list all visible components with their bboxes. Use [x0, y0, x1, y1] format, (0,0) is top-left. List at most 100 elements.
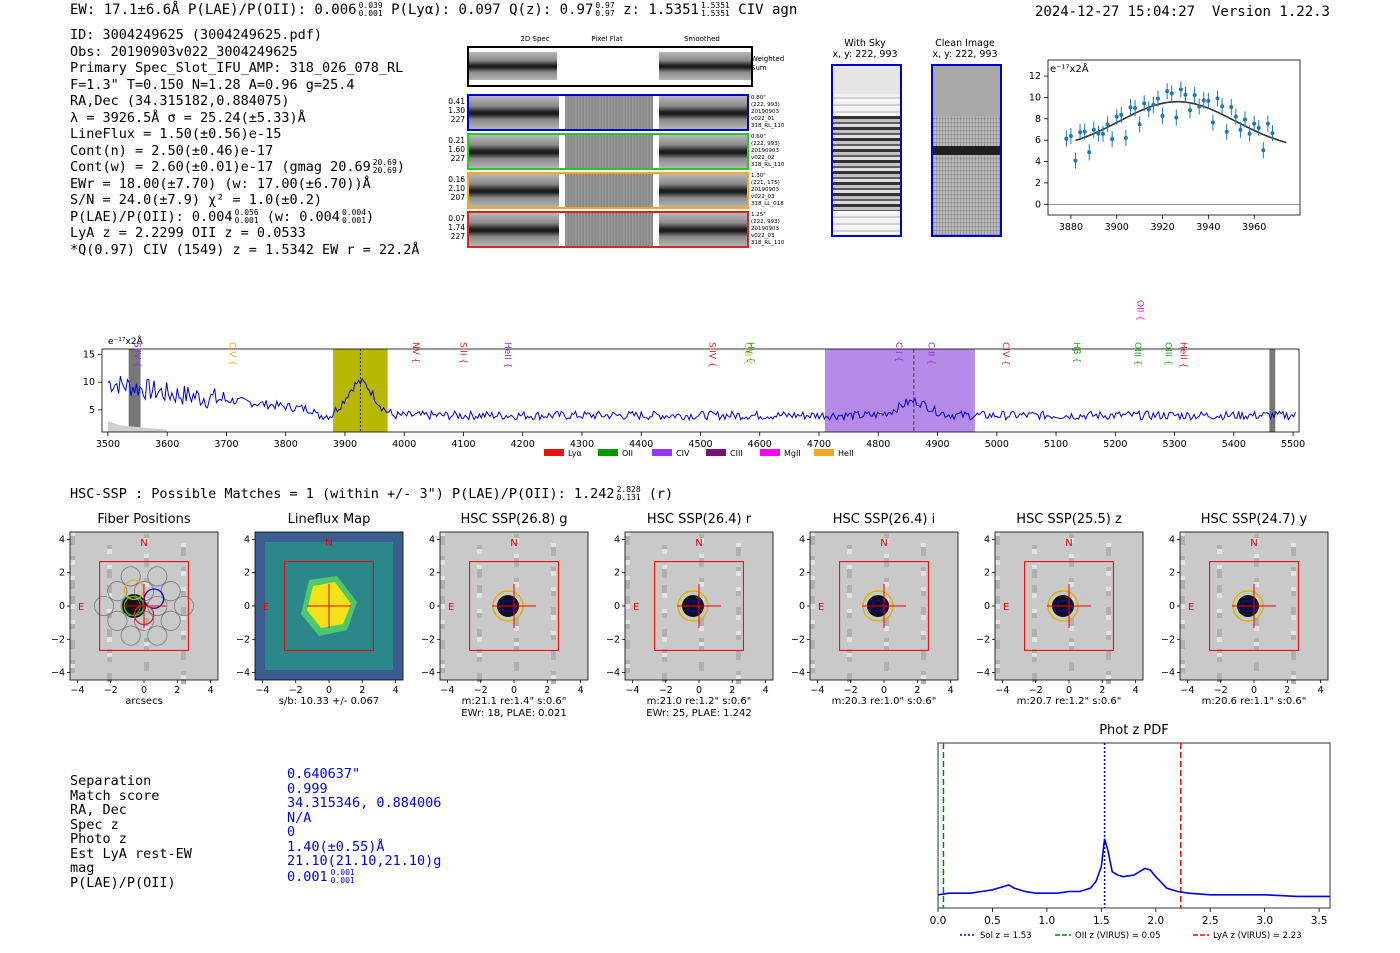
cutout-noise: [514, 622, 519, 627]
cutout-noise: [921, 587, 926, 592]
cutout-noise: [144, 646, 149, 651]
cutout-noise: [625, 600, 630, 605]
masked-region-right: [1269, 349, 1276, 432]
cutout-noise: [440, 660, 445, 665]
cutout-noise: [995, 664, 1000, 669]
cutout-noise: [847, 633, 852, 638]
cutout-noise: [884, 554, 889, 559]
match-plae-sup: 0.001: [330, 867, 355, 877]
cutout-noise: [514, 558, 519, 563]
hsc-ytick-label: 0: [244, 601, 250, 612]
cutout-noise: [107, 673, 112, 678]
row-2dspec: [469, 174, 559, 207]
cutout-noise: [1180, 624, 1185, 629]
cutout-noise: [662, 613, 667, 618]
clean-image-title: Clean Image x, y: 222, 993: [920, 38, 1010, 60]
cutout-noise: [847, 589, 852, 594]
cutout-noise: [736, 587, 741, 592]
cutout-noise: [995, 584, 1000, 589]
fullspec-xtick-label: 4100: [451, 439, 475, 450]
cutout-noise: [107, 589, 112, 594]
photz-legend-label: LyA z (VIRUS) = 2.23: [1213, 931, 1302, 941]
info-lineflux: LineFlux = 1.50(±0.56)e-15: [70, 126, 282, 142]
cutout-noise: [1069, 642, 1074, 647]
linefit-point: [1165, 89, 1170, 94]
line-marker-label: SiIV {: [132, 342, 142, 368]
cutout-noise: [514, 626, 519, 631]
hsc-xtick-label: 4: [948, 685, 954, 696]
cutout-noise: [107, 585, 112, 590]
linefit-point: [1201, 98, 1206, 103]
hsc-sub: 0.131: [616, 493, 641, 502]
info-ewr: EWr = 18.00(±7.70) (w: 17.00(±6.70))Å: [70, 175, 371, 192]
cutout-noise: [70, 580, 75, 585]
cutout-noise: [995, 604, 1000, 609]
linefit-point: [1155, 96, 1160, 101]
hsc-ytick-label: −2: [976, 634, 990, 645]
fiber-circle: [160, 610, 181, 631]
line-marker-label: OIII {: [1163, 342, 1173, 366]
legend-label: MgII: [784, 449, 801, 458]
cutout-noise: [1254, 582, 1259, 587]
cutout-noise: [884, 626, 889, 631]
cutout-noise: [181, 591, 186, 596]
row-left-stat-3: 227: [450, 115, 465, 124]
cutout-noise: [662, 653, 667, 658]
hsc-ytick-label: 0: [1169, 601, 1175, 612]
legend-swatch: [706, 449, 726, 456]
cutout-noise: [1180, 532, 1185, 537]
plae-sub: 0.001: [358, 9, 383, 18]
search-box: [654, 561, 744, 651]
cutout-noise: [699, 578, 704, 583]
linefit-point: [1078, 130, 1083, 135]
cutout-noise: [995, 668, 1000, 673]
fullspec-xtick-label: 5500: [1281, 439, 1305, 450]
cutout-noise: [107, 657, 112, 662]
hsc-ytick-label: 0: [59, 601, 65, 612]
cutout-noise: [921, 547, 926, 552]
fullspec-xtick-label: 5100: [1044, 439, 1068, 450]
hsc-xtick-label: 0: [1251, 685, 1257, 696]
linefit-point: [1229, 104, 1234, 109]
row-right-meta-3: 20190903: [751, 109, 779, 115]
row-2dspec: [469, 96, 559, 129]
cutout-noise: [181, 547, 186, 552]
hsc-ytick-label: −4: [976, 668, 990, 679]
cutout-noise: [1217, 653, 1222, 658]
fullspec-xtick-label: 3600: [155, 439, 179, 450]
hsc-xtick-label: 4: [1133, 685, 1139, 696]
hsc-xtick-label: 0: [881, 685, 887, 696]
cutout-noise: [477, 609, 482, 614]
cutout-noise: [477, 589, 482, 594]
cutout-noise: [1254, 626, 1259, 631]
hsc-ytick-label: −4: [791, 668, 805, 679]
cutout-noise: [699, 666, 704, 671]
cutout-noise: [1291, 571, 1296, 576]
cutout-noise: [181, 655, 186, 660]
cutout-noise: [181, 567, 186, 572]
linefit-ytick-label: 10: [1029, 92, 1041, 103]
match-value-7: 21.10(21.10,21.10)g: [287, 853, 442, 869]
cutout-noise: [884, 618, 889, 623]
cutout-noise: [921, 671, 926, 676]
cutout-noise: [551, 655, 556, 660]
cutout-noise: [1180, 540, 1185, 545]
fullspec-xtick-label: 4200: [511, 439, 535, 450]
hsc-xtick-label: −2: [659, 685, 673, 696]
cutout-noise: [1254, 578, 1259, 583]
cutout-noise: [144, 534, 149, 539]
cutout-noise: [477, 549, 482, 554]
hsc-xtick-label: 4: [578, 685, 584, 696]
north-label: N: [510, 538, 517, 549]
plae-w-sub: 0.001: [341, 215, 367, 225]
match-labels: Separation Match score RA, Dec Spec z Photo …: [70, 774, 192, 890]
cutout-noise: [551, 631, 556, 636]
cutout-noise: [1291, 615, 1296, 620]
cutout-noise: [995, 540, 1000, 545]
cutout-noise: [995, 536, 1000, 541]
cutout-noise: [514, 582, 519, 587]
cutout-noise: [1217, 589, 1222, 594]
cutout-noise: [70, 596, 75, 601]
hsc-panel-title: HSC SSP(26.8) g: [460, 512, 568, 527]
cutout-noise: [144, 578, 149, 583]
